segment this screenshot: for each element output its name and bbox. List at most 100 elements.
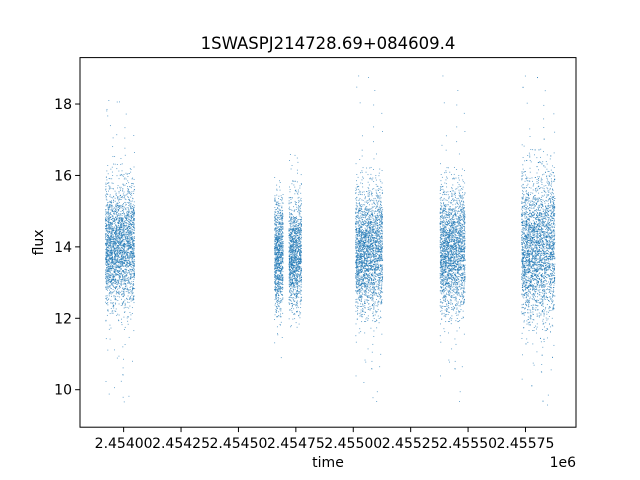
data-point (108, 282, 110, 284)
data-point (133, 190, 135, 192)
data-point (118, 248, 120, 250)
data-point (281, 247, 283, 249)
data-point (116, 225, 118, 227)
data-point (290, 274, 292, 276)
data-point (109, 269, 111, 271)
data-point (125, 228, 127, 230)
data-point (118, 246, 119, 248)
data-point (121, 251, 123, 253)
data-point (296, 226, 298, 228)
data-point (122, 273, 124, 275)
data-point (119, 174, 121, 176)
data-point (300, 225, 302, 227)
data-point (297, 245, 299, 247)
data-point (115, 264, 117, 266)
data-point (276, 295, 278, 297)
data-point (300, 197, 302, 199)
data-point (277, 274, 279, 276)
data-point (117, 205, 119, 206)
data-point (110, 248, 112, 250)
data-point (281, 250, 283, 252)
data-point (298, 250, 300, 252)
data-point (126, 280, 128, 282)
data-point (290, 222, 292, 224)
data-point (122, 271, 124, 273)
data-point (123, 230, 125, 231)
data-point (300, 227, 301, 229)
data-point (113, 211, 115, 213)
data-point (122, 242, 124, 244)
data-point (128, 256, 129, 258)
data-point (124, 259, 126, 261)
data-point (115, 226, 117, 228)
data-point (296, 239, 297, 240)
data-point (282, 294, 284, 296)
data-point (120, 235, 122, 236)
data-point (291, 244, 292, 246)
data-point (108, 207, 110, 209)
data-point (114, 242, 116, 244)
data-point (117, 295, 119, 297)
data-point (110, 240, 111, 242)
data-point (116, 211, 118, 213)
data-point (295, 266, 297, 268)
data-point (289, 228, 291, 230)
data-point (117, 202, 118, 204)
data-point (291, 310, 293, 312)
data-point (108, 246, 110, 248)
data-point (291, 236, 293, 238)
data-point (112, 265, 114, 267)
data-point (275, 238, 277, 240)
data-point (280, 223, 282, 225)
data-point (295, 322, 297, 324)
data-point (130, 216, 132, 218)
data-point (282, 241, 284, 243)
data-point (119, 270, 121, 272)
data-point (292, 224, 294, 226)
data-point (275, 225, 277, 227)
data-point (296, 311, 298, 313)
data-point (116, 245, 118, 246)
data-point (291, 214, 293, 216)
data-point (279, 302, 281, 304)
data-point (280, 291, 281, 293)
data-point (114, 387, 115, 389)
data-point (295, 240, 297, 242)
data-point (107, 218, 109, 220)
data-point (297, 293, 298, 295)
data-point (120, 380, 122, 382)
data-point (116, 357, 118, 359)
data-point (112, 182, 114, 184)
data-point (299, 277, 301, 279)
data-point (129, 281, 130, 283)
data-point (291, 214, 293, 216)
data-point (298, 202, 300, 204)
data-point (274, 229, 275, 231)
data-point (112, 260, 114, 261)
data-point (130, 252, 132, 254)
data-point (109, 200, 111, 202)
data-point (113, 223, 115, 225)
data-point (288, 197, 290, 199)
data-point (112, 282, 114, 284)
data-point (133, 299, 135, 300)
data-point (116, 163, 118, 165)
data-point (110, 223, 111, 225)
data-point (114, 274, 116, 276)
data-point (114, 251, 116, 253)
data-point (129, 243, 131, 245)
data-point (291, 271, 293, 273)
data-point (119, 227, 120, 229)
data-point (275, 256, 277, 258)
data-point (300, 289, 302, 291)
data-point (110, 228, 111, 230)
data-point (107, 275, 109, 277)
data-point (129, 256, 131, 258)
data-point (290, 220, 292, 222)
data-point (124, 287, 126, 289)
data-point (121, 290, 123, 292)
data-point (293, 283, 295, 285)
data-point (277, 236, 279, 238)
data-point (120, 186, 122, 188)
data-point (110, 232, 112, 234)
